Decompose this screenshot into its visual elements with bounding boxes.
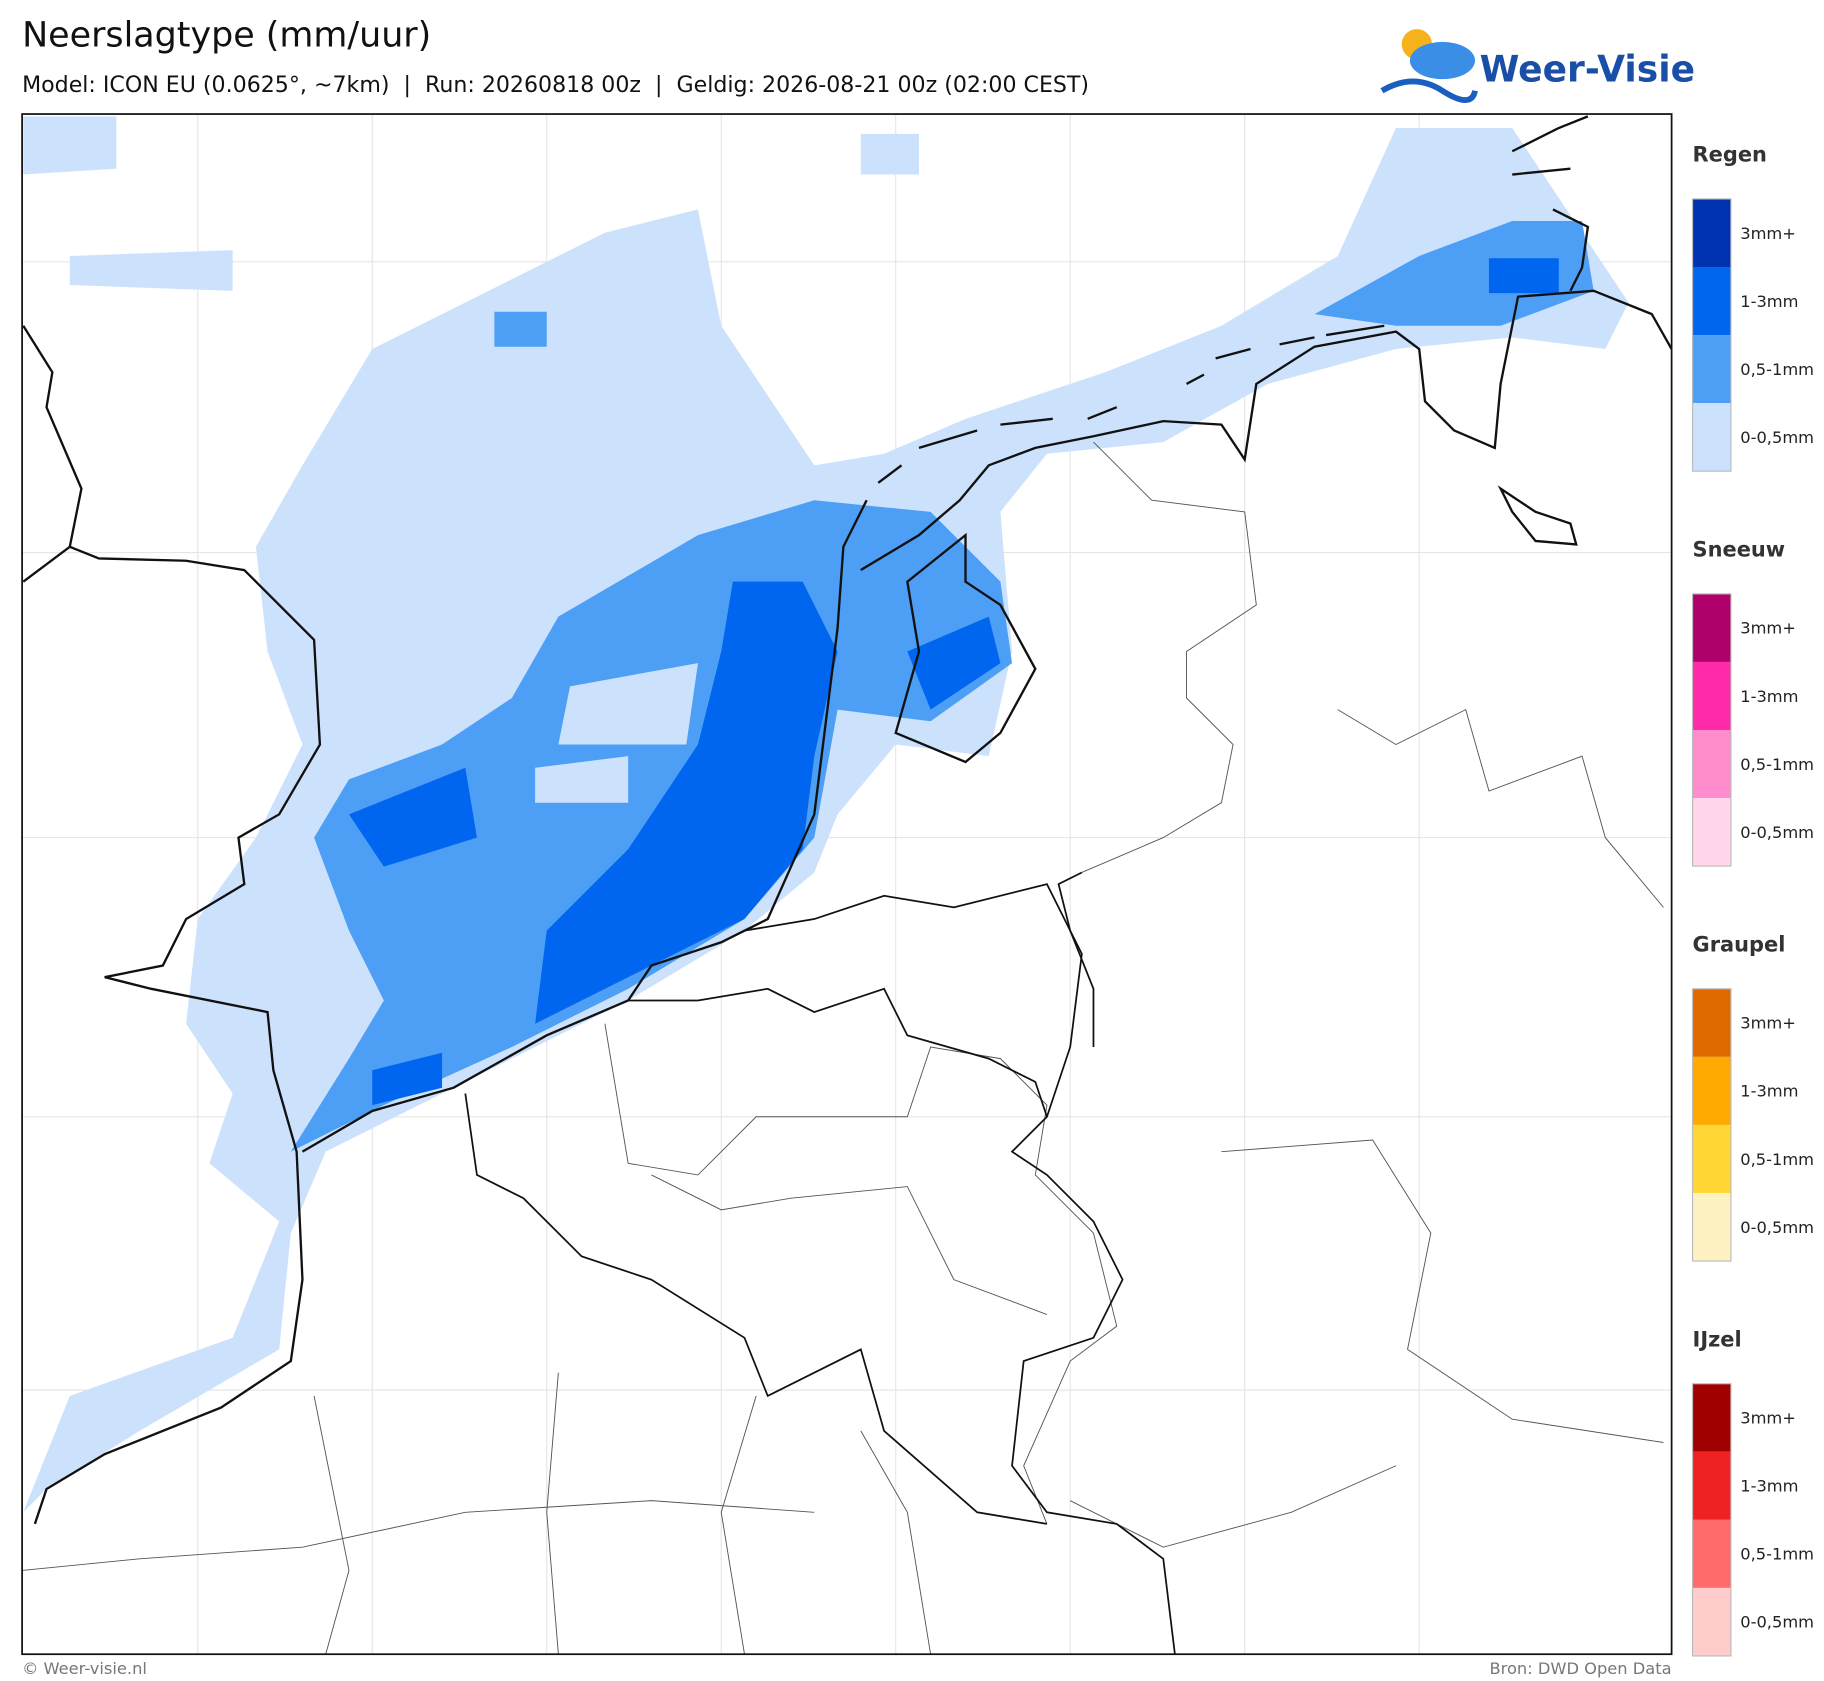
legend-label: 1-3mm [1740, 292, 1798, 311]
legend-title: Sneeuw [1693, 538, 1786, 562]
legend-swatch [1692, 798, 1731, 867]
legend-bar-frame [1691, 198, 1732, 472]
legend-label: 0,5-1mm [1740, 1545, 1814, 1564]
legend-swatch [1692, 267, 1731, 336]
legend-label: 0,5-1mm [1740, 755, 1814, 774]
precip-light [244, 663, 698, 966]
legend-bar-frame [1691, 988, 1732, 1262]
legend-title: Graupel [1693, 933, 1786, 957]
legend-label: 3mm+ [1740, 619, 1796, 638]
legend-title: Regen [1693, 143, 1767, 167]
legend-label: 0,5-1mm [1740, 1150, 1814, 1169]
precip-heavy [348, 258, 1559, 1106]
precip-light [23, 116, 919, 291]
legend: Regen 3mm+ 1-3mm 0,5-1mm 0-0,5mm Sneeuw 3mm+ 1-… [1691, 143, 1814, 1657]
legend-swatch [1692, 661, 1731, 730]
legend-swatch [1692, 1192, 1731, 1262]
precipitation [23, 116, 1629, 1513]
footer-credit: © Weer-visie.nl [22, 1659, 147, 1678]
logo-text: Weer-Visie [1480, 48, 1695, 90]
legend-swatch [1692, 1451, 1731, 1520]
legend-swatch [1692, 198, 1731, 268]
province-borders [22, 441, 1664, 1655]
legend-bar-frame [1691, 1383, 1732, 1657]
subtitle: Model: ICON EU (0.0625°, ~7km) | Run: 20… [22, 72, 1089, 98]
legend-label: 0-0,5mm [1740, 1613, 1814, 1632]
logo-cloud [1409, 41, 1476, 80]
legend-swatch [1692, 1124, 1731, 1193]
map-frame [21, 113, 1673, 1656]
legend-swatch [1692, 988, 1731, 1057]
legend-label: 0-0,5mm [1740, 428, 1814, 447]
legend-swatch [1692, 593, 1731, 662]
coastline [22, 115, 1672, 1525]
legend-swatch [1692, 1383, 1731, 1452]
legend-title: IJzel [1693, 1328, 1742, 1352]
logo: Weer-Visie [1380, 29, 1695, 103]
logo-wave [1380, 78, 1478, 103]
legend-label: 0,5-1mm [1740, 360, 1814, 379]
country-borders [464, 871, 1176, 1655]
legend-label: 3mm+ [1740, 1409, 1796, 1428]
legend-swatch [1692, 729, 1731, 799]
legend-swatch [1692, 403, 1731, 472]
precip-medium [494, 221, 1594, 347]
legend-swatch [1692, 1519, 1731, 1588]
legend-label: 3mm+ [1740, 224, 1796, 243]
precip-light [23, 128, 1629, 1513]
map [22, 114, 1672, 1655]
legend-swatch [1692, 335, 1731, 404]
legend-label: 0-0,5mm [1740, 823, 1814, 842]
title: Neerslagtype (mm/uur) [22, 16, 431, 56]
legend-bar-frame [1691, 593, 1732, 867]
legend-label: 0-0,5mm [1740, 1218, 1814, 1237]
legend-label: 1-3mm [1740, 1477, 1798, 1496]
legend-label: 1-3mm [1740, 687, 1798, 706]
legend-label: 1-3mm [1740, 1082, 1798, 1101]
footer-source: Bron: DWD Open Data [1489, 1659, 1671, 1678]
legend-swatch [1692, 1056, 1731, 1125]
legend-label: 3mm+ [1740, 1014, 1796, 1033]
legend-swatch [1692, 1587, 1731, 1656]
